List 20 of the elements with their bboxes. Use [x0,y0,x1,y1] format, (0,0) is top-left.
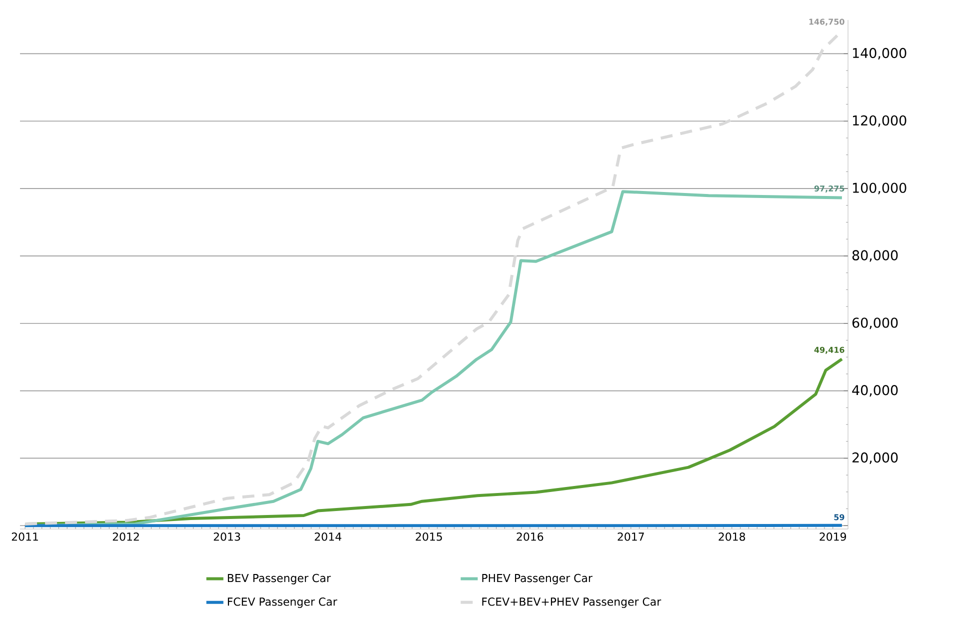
x-tick-label: 2018 [718,532,746,541]
y-tick-label: 40,000 [852,385,898,397]
legend-label: BEV Passenger Car [228,574,331,584]
y-tick-label: 100,000 [853,182,906,194]
x-tick-label: 2011 [12,532,38,541]
y-tick-label: 60,000 [852,318,898,330]
legend-label: PHEV Passenger Car [482,574,592,584]
x-tick-label: 2017 [618,532,644,541]
legend-label: FCEV+BEV+PHEV Passenger Car [482,598,662,608]
x-tick-label: 2013 [214,532,240,541]
y-tick-label: 80,000 [852,250,898,262]
x-tick-label: 2012 [112,532,139,541]
y-tick-label: 20,000 [852,452,898,464]
legend-label: FCEV Passenger Car [228,598,338,608]
x-tick-label: 2015 [416,532,442,541]
x-tick-label: 2014 [314,532,342,541]
y-tick-label: 120,000 [853,115,906,127]
x-tick-label: 2016 [516,532,544,541]
y-tick-label: 140,000 [853,48,906,60]
x-tick-label: 2019 [820,532,846,541]
